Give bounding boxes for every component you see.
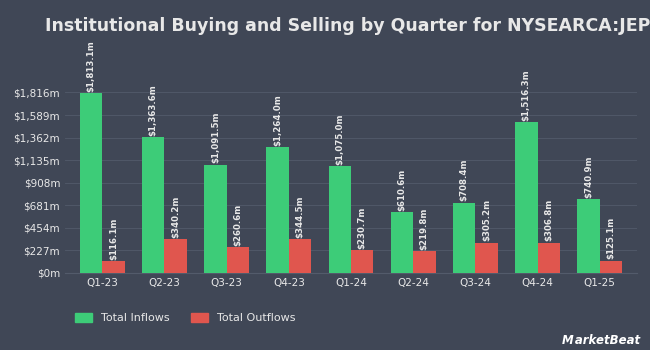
Bar bbox=[80, 93, 102, 273]
Text: $1,075.0m: $1,075.0m bbox=[335, 113, 345, 165]
Text: $305.2m: $305.2m bbox=[482, 199, 491, 241]
Legend: Total Inflows, Total Outflows: Total Inflows, Total Outflows bbox=[71, 309, 300, 328]
Text: $230.7m: $230.7m bbox=[358, 206, 367, 249]
Text: $116.1m: $116.1m bbox=[109, 218, 118, 260]
Text: $1,363.6m: $1,363.6m bbox=[149, 84, 158, 136]
Bar bbox=[600, 260, 622, 273]
Bar bbox=[413, 251, 436, 273]
Bar bbox=[351, 250, 373, 273]
Text: $340.2m: $340.2m bbox=[171, 196, 180, 238]
Bar bbox=[289, 239, 311, 273]
Text: $708.4m: $708.4m bbox=[460, 159, 469, 201]
Bar bbox=[538, 243, 560, 273]
Bar bbox=[164, 239, 187, 273]
Title: Institutional Buying and Selling by Quarter for NYSEARCA:JEPI: Institutional Buying and Selling by Quar… bbox=[45, 17, 650, 35]
Bar bbox=[266, 147, 289, 273]
Bar bbox=[475, 243, 498, 273]
Bar bbox=[227, 247, 249, 273]
Bar bbox=[453, 203, 475, 273]
Text: $1,091.5m: $1,091.5m bbox=[211, 112, 220, 163]
Text: $740.9m: $740.9m bbox=[584, 156, 593, 198]
Text: $610.6m: $610.6m bbox=[398, 169, 406, 211]
Text: $219.8m: $219.8m bbox=[420, 208, 429, 250]
Text: $1,264.0m: $1,264.0m bbox=[273, 94, 282, 146]
Bar bbox=[204, 164, 227, 273]
Text: $125.1m: $125.1m bbox=[606, 217, 616, 259]
Text: M arketBeat: M arketBeat bbox=[562, 334, 640, 346]
Bar bbox=[391, 212, 413, 273]
Text: $306.8m: $306.8m bbox=[544, 199, 553, 241]
Bar bbox=[142, 138, 164, 273]
Bar bbox=[577, 199, 600, 273]
Bar bbox=[329, 166, 351, 273]
Text: $344.5m: $344.5m bbox=[296, 195, 304, 238]
Text: $260.6m: $260.6m bbox=[233, 204, 242, 246]
Bar bbox=[102, 261, 125, 273]
Text: $1,813.1m: $1,813.1m bbox=[86, 40, 96, 92]
Bar bbox=[515, 122, 538, 273]
Text: $1,516.3m: $1,516.3m bbox=[522, 69, 531, 121]
